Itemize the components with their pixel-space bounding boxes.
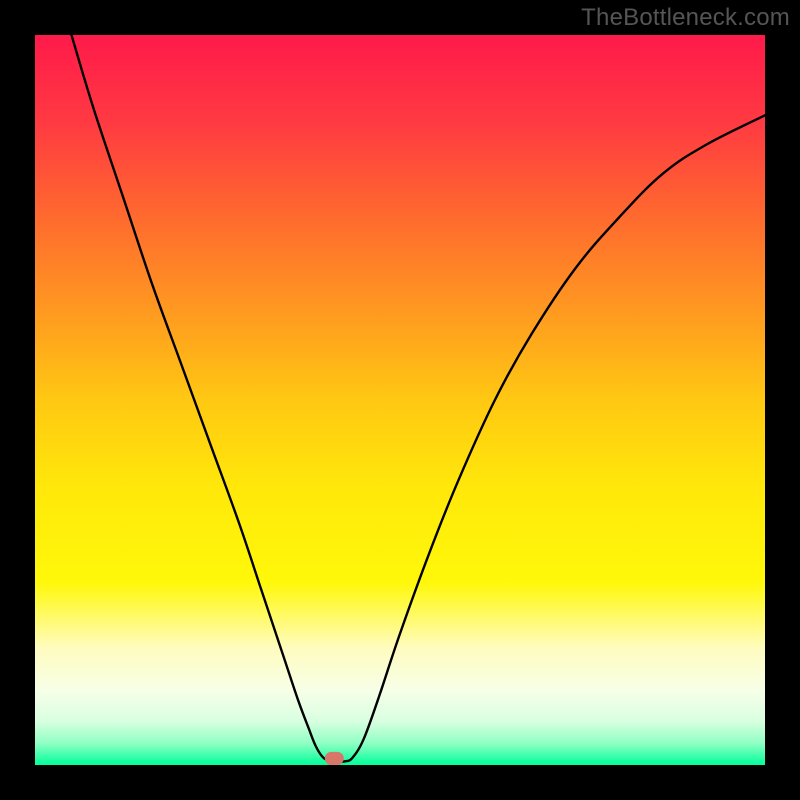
minimum-marker [325, 752, 344, 765]
gradient-background [35, 35, 765, 765]
plot-area [35, 35, 765, 765]
chart-frame: TheBottleneck.com [0, 0, 800, 800]
chart-svg [35, 35, 765, 765]
watermark-text: TheBottleneck.com [581, 4, 790, 32]
